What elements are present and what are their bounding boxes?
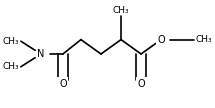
Text: CH₃: CH₃ [195, 35, 212, 44]
Text: O: O [137, 79, 145, 89]
Text: CH₃: CH₃ [2, 62, 19, 71]
Text: N: N [37, 49, 45, 59]
Text: O: O [59, 79, 67, 89]
Text: CH₃: CH₃ [113, 6, 129, 15]
Text: CH₃: CH₃ [2, 37, 19, 46]
Text: O: O [157, 35, 165, 45]
